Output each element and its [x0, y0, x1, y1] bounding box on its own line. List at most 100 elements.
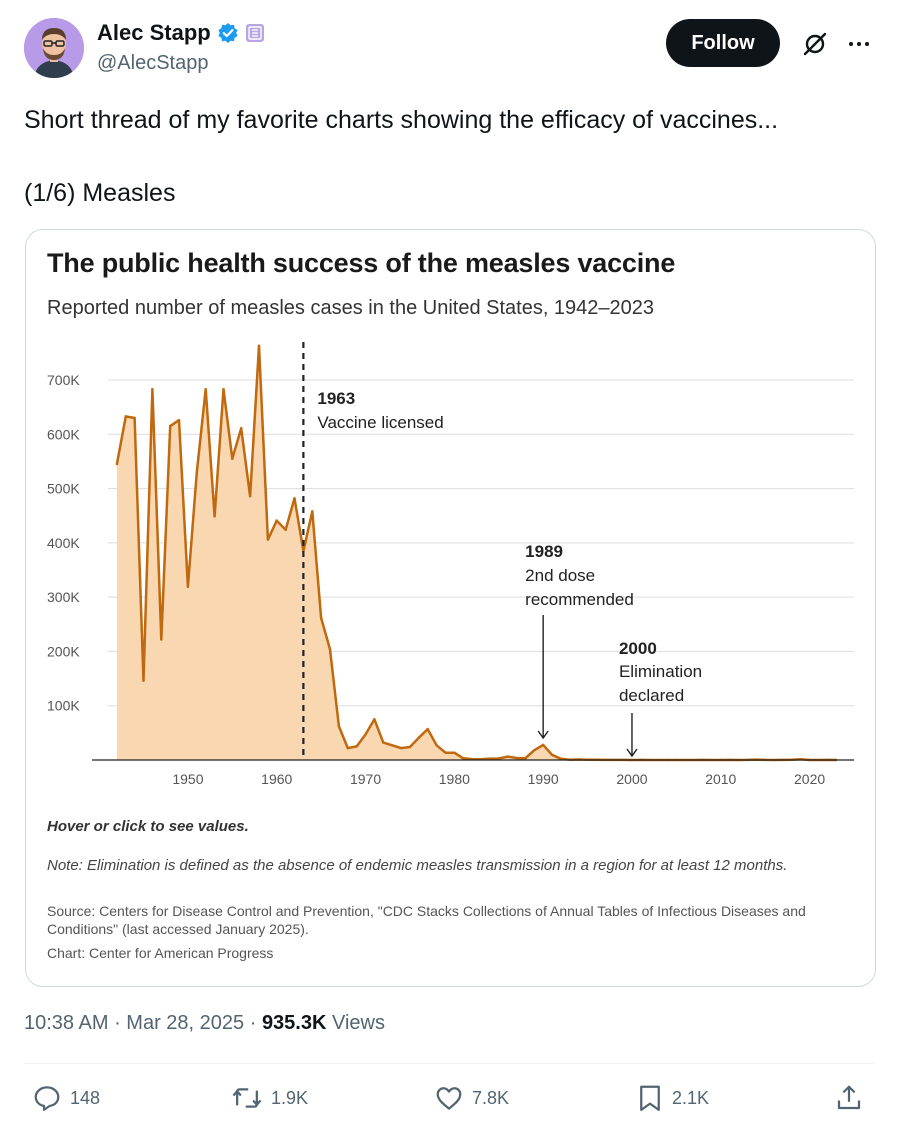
retweet-count: 1.9K	[271, 1087, 309, 1108]
author-handle[interactable]: @AlecStapp	[97, 52, 209, 74]
annotation-2000-year: 2000	[619, 639, 657, 658]
annotation-1989-text-line-1: 2nd dose	[525, 566, 595, 585]
data-point[interactable]	[142, 679, 145, 682]
data-point[interactable]	[257, 344, 261, 347]
x-tick-label: 1990	[528, 771, 559, 787]
data-point[interactable]	[275, 519, 278, 522]
data-point[interactable]	[231, 457, 234, 460]
chart-note: Note: Elimination is defined as the abse…	[47, 857, 788, 874]
data-point[interactable]	[222, 388, 225, 391]
data-point[interactable]	[204, 388, 207, 391]
annotation-2000-arrowhead	[626, 748, 638, 758]
avatar-image	[24, 18, 84, 78]
data-point[interactable]	[266, 538, 270, 541]
verified-badge-icon	[218, 23, 238, 43]
x-tick-label: 2020	[794, 771, 825, 787]
y-tick-label: 400K	[47, 535, 80, 551]
data-point[interactable]	[391, 744, 394, 747]
data-point[interactable]	[213, 515, 216, 518]
data-point[interactable]	[115, 462, 119, 466]
x-tick-label: 1950	[172, 771, 203, 787]
tweet-meta: 10:38 AM · Mar 28, 2025 · 935.3K Views	[24, 1012, 385, 1035]
more-options-button[interactable]	[844, 29, 874, 59]
reply-button[interactable]: 148	[32, 1083, 100, 1113]
chart-title: The public health success of the measles…	[47, 248, 676, 278]
data-point[interactable]	[542, 743, 545, 747]
data-point[interactable]	[399, 746, 403, 750]
data-point[interactable]	[169, 424, 172, 428]
reply-icon	[34, 1086, 60, 1111]
y-tick-label: 300K	[47, 589, 80, 605]
avatar[interactable]	[24, 18, 84, 78]
tweet-time[interactable]: 10:38 AM	[24, 1012, 109, 1034]
data-point[interactable]	[453, 751, 456, 754]
bookmark-button[interactable]: 2.1K	[636, 1083, 709, 1113]
tweet-date[interactable]: Mar 28, 2025	[126, 1012, 245, 1034]
annotation-2000-text-line-2: declared	[619, 686, 684, 705]
like-button[interactable]: 7.8K	[434, 1083, 509, 1113]
data-point[interactable]	[133, 416, 136, 420]
data-point[interactable]	[506, 755, 509, 758]
chart-source: Source: Centers for Disease Control and …	[47, 903, 806, 937]
data-point[interactable]	[328, 648, 332, 651]
data-point[interactable]	[177, 419, 181, 422]
affiliate-badge-icon[interactable]	[245, 23, 265, 43]
chart-credit: Chart: Center for American Progress	[47, 945, 274, 961]
data-point[interactable]	[151, 388, 154, 391]
grok-button[interactable]	[800, 29, 830, 59]
data-point[interactable]	[319, 616, 323, 619]
tweet-text-line-2: (1/6) Measles	[24, 179, 176, 207]
views-count: 935.3K	[261, 1012, 327, 1034]
views-label: Views	[332, 1012, 385, 1034]
meta-separator-2: ·	[249, 1012, 262, 1034]
data-point[interactable]	[462, 757, 465, 760]
share-button[interactable]	[834, 1083, 864, 1113]
data-point[interactable]	[337, 725, 341, 728]
data-point[interactable]	[364, 733, 367, 736]
data-point[interactable]	[488, 757, 492, 760]
data-point[interactable]	[515, 756, 518, 760]
chart-annotations: 1963 Vaccine licensed 1989 2nd dose reco…	[317, 389, 702, 758]
data-point[interactable]	[417, 736, 420, 739]
follow-button[interactable]: Follow	[666, 19, 780, 67]
data-point[interactable]	[124, 415, 128, 418]
y-tick-label: 600K	[47, 426, 80, 442]
hover-hint: Hover or click to see values.	[47, 818, 249, 835]
like-icon	[436, 1087, 462, 1110]
data-point[interactable]	[408, 745, 412, 749]
data-point[interactable]	[186, 585, 190, 588]
data-point[interactable]	[195, 471, 198, 474]
data-point[interactable]	[533, 749, 536, 752]
bookmark-icon	[640, 1085, 660, 1111]
y-tick-label: 100K	[47, 698, 80, 714]
data-point[interactable]	[435, 744, 438, 747]
bookmark-count: 2.1K	[672, 1087, 710, 1108]
grok-icon	[803, 32, 827, 56]
data-point[interactable]	[355, 745, 358, 748]
meta-separator-1: ·	[114, 1012, 127, 1034]
data-point[interactable]	[248, 495, 252, 498]
data-point[interactable]	[284, 528, 287, 531]
data-point[interactable]	[497, 757, 500, 760]
data-point[interactable]	[293, 497, 296, 500]
data-point[interactable]	[550, 753, 554, 756]
retweet-button[interactable]: 1.9K	[231, 1083, 308, 1113]
data-point[interactable]	[444, 751, 447, 754]
y-tick-label: 700K	[47, 372, 80, 388]
annotation-1989-year: 1989	[525, 542, 563, 561]
author-name-row: Alec Stapp	[97, 20, 265, 46]
data-point[interactable]	[346, 746, 349, 750]
data-point[interactable]	[382, 741, 385, 744]
chart-card[interactable]: The public health success of the measles…	[25, 229, 876, 987]
x-tick-label: 2010	[705, 771, 736, 787]
author-name[interactable]: Alec Stapp	[97, 20, 211, 45]
measles-chart[interactable]: 100K 200K 300K 400K 500K 600K 700K 1950 1960 197…	[26, 330, 875, 800]
data-point[interactable]	[524, 757, 527, 760]
y-axis-ticks: 100K 200K 300K 400K 500K 600K 700K	[47, 372, 80, 714]
data-point[interactable]	[311, 510, 314, 513]
data-point[interactable]	[160, 638, 163, 641]
data-point[interactable]	[373, 718, 376, 721]
action-bar-divider	[24, 1063, 874, 1064]
data-point[interactable]	[240, 427, 243, 430]
data-point[interactable]	[426, 727, 429, 731]
